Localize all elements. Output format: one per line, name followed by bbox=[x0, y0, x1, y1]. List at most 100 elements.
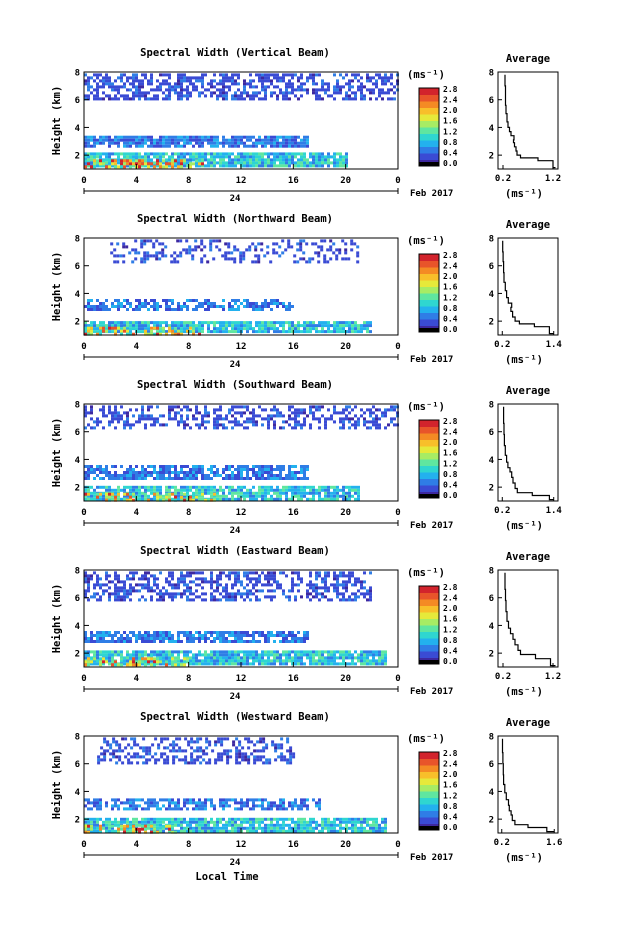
heatmap-cell bbox=[195, 79, 198, 83]
heatmap-cell bbox=[135, 88, 138, 92]
heatmap-cell bbox=[366, 653, 369, 657]
heatmap-cell bbox=[255, 141, 258, 145]
heatmap-cell bbox=[330, 330, 333, 334]
heatmap-cell bbox=[258, 405, 261, 409]
colorbar-segment bbox=[419, 452, 439, 460]
heatmap-cell bbox=[253, 755, 257, 759]
heatmap-cell bbox=[357, 497, 360, 501]
x-tick-label: 12 bbox=[236, 176, 247, 186]
heatmap-cell bbox=[184, 758, 188, 762]
heatmap-cell bbox=[180, 159, 183, 163]
heatmap-cell bbox=[273, 144, 276, 148]
heatmap-cell bbox=[306, 330, 309, 334]
heatmap-cell bbox=[165, 488, 168, 492]
heatmap-cell bbox=[270, 571, 273, 575]
heatmap-cell bbox=[126, 152, 129, 156]
heatmap-cell bbox=[231, 327, 234, 331]
heatmap-cell bbox=[153, 488, 156, 492]
heatmap-cell bbox=[87, 497, 90, 501]
heatmap-cell bbox=[261, 144, 264, 148]
heatmap-cell bbox=[214, 758, 218, 762]
heatmap-cell bbox=[99, 471, 102, 474]
heatmap-cell bbox=[228, 321, 231, 325]
heatmap-cell bbox=[276, 653, 279, 657]
heatmap-cell bbox=[150, 405, 153, 409]
heatmap-cell bbox=[84, 79, 87, 83]
heatmap-cell bbox=[384, 411, 387, 415]
heatmap-cell bbox=[267, 580, 270, 584]
heatmap-cell bbox=[168, 477, 171, 480]
heatmap-cell bbox=[189, 79, 192, 83]
heatmap-cell bbox=[87, 465, 90, 468]
heatmap-cell bbox=[384, 659, 387, 663]
heatmap-cell bbox=[360, 76, 363, 80]
heatmap-cell bbox=[201, 302, 204, 305]
heatmap-cell bbox=[156, 155, 159, 159]
heatmap-cell bbox=[300, 485, 303, 489]
heatmap-cell bbox=[177, 494, 180, 498]
heatmap-cell bbox=[240, 141, 243, 145]
heatmap-cell bbox=[204, 152, 207, 156]
heatmap-cell bbox=[299, 248, 303, 252]
colorbar-segment bbox=[419, 273, 439, 281]
heatmap-cell bbox=[336, 583, 339, 587]
heatmap-cell bbox=[231, 598, 234, 602]
heatmap-cell bbox=[162, 474, 165, 477]
heatmap-cell bbox=[279, 583, 282, 587]
heatmap-cell bbox=[240, 640, 243, 643]
heatmap-cell bbox=[246, 471, 249, 474]
heatmap-cell bbox=[213, 465, 216, 468]
heatmap-cell bbox=[273, 324, 276, 328]
heatmap-cell bbox=[90, 308, 93, 311]
heatmap-cell bbox=[306, 138, 309, 142]
heatmap-cell bbox=[171, 324, 174, 328]
heatmap-cell bbox=[129, 327, 132, 331]
heatmap-cell bbox=[180, 491, 183, 495]
heatmap-cell bbox=[318, 161, 321, 165]
heatmap-cell bbox=[138, 91, 141, 95]
heatmap-cell bbox=[120, 165, 123, 169]
heatmap-cell bbox=[222, 634, 225, 637]
colorbar-segment bbox=[419, 299, 439, 307]
heatmap-cell bbox=[247, 740, 251, 744]
heatmap-cell bbox=[255, 598, 258, 602]
heatmap-cell bbox=[288, 330, 291, 334]
heatmap-cell bbox=[117, 637, 120, 640]
heatmap-cell bbox=[138, 97, 141, 101]
heatmap-cell bbox=[198, 138, 201, 142]
heatmap-cell bbox=[111, 592, 114, 596]
heatmap-cell bbox=[126, 420, 129, 424]
heatmap-cell bbox=[99, 798, 102, 802]
heatmap-cell bbox=[215, 245, 219, 249]
heatmap-cell bbox=[330, 161, 333, 165]
heatmap-cell bbox=[273, 141, 276, 145]
day-label: 24 bbox=[230, 360, 241, 370]
heatmap-cell bbox=[225, 485, 228, 489]
heatmap-cell bbox=[168, 474, 171, 477]
heatmap-cell bbox=[270, 477, 273, 480]
heatmap-cell bbox=[264, 637, 267, 640]
heatmap-cell bbox=[200, 242, 204, 246]
y-axis-label: Height (km) bbox=[51, 418, 63, 488]
heatmap-cell bbox=[312, 583, 315, 587]
heatmap-cell bbox=[120, 305, 123, 308]
heatmap-cell bbox=[264, 138, 267, 142]
heatmap-cell bbox=[177, 640, 180, 643]
heatmap-cell bbox=[84, 637, 87, 640]
heatmap-cell bbox=[114, 135, 117, 139]
heatmap-cell bbox=[132, 155, 135, 159]
heatmap-cell bbox=[336, 321, 339, 325]
day-label: 24 bbox=[230, 692, 241, 702]
heatmap-cells bbox=[84, 405, 399, 502]
heatmap-cell bbox=[201, 135, 204, 139]
heatmap-cell bbox=[159, 85, 162, 89]
y-tick-label: 2 bbox=[75, 650, 80, 660]
heatmap-cell bbox=[181, 749, 185, 753]
heatmap-cell bbox=[105, 155, 108, 159]
colorbar-tick-label: 0.8 bbox=[443, 470, 458, 479]
heatmap-cell bbox=[390, 97, 393, 101]
heatmap-cell bbox=[354, 324, 357, 328]
heatmap-cell bbox=[213, 138, 216, 142]
heatmap-cell bbox=[224, 242, 228, 246]
heatmap-cell bbox=[366, 592, 369, 596]
